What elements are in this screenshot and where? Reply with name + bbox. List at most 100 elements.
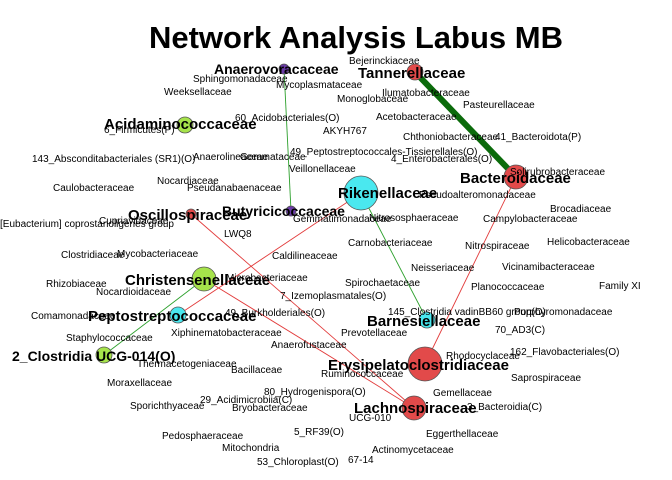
node-label-layer: Anaerovoracaceae Tannerellaceae Acidaminoc… <box>12 61 571 417</box>
taxon-label: 41_Bacteroidota(P) <box>495 132 581 143</box>
node-label-oscillospiraceae: Oscillospiraceae <box>128 207 247 224</box>
node-acidaminococcaceae[interactable] <box>176 116 194 134</box>
taxon-label: Pedosphaeraceae <box>162 431 244 442</box>
taxon-label: 49_Burkholderiales(O) <box>225 308 325 319</box>
taxon-label: Nocardiaceae <box>157 176 219 187</box>
taxon-label: Caldilineaceae <box>272 251 338 262</box>
taxon-label: Ruminococcaceae <box>321 369 404 380</box>
taxon-label: Cupriavidaceae <box>99 216 169 227</box>
taxon-label: Bejerinckiaceae <box>349 56 420 67</box>
node-christensenellaceae[interactable] <box>191 266 217 292</box>
node-label-peptostreptococcaceae: Peptostreptococcaceae <box>88 308 256 325</box>
node-label-lachnospiraceae: Lachnospiraceae <box>354 400 477 417</box>
taxon-label: Neisseriaceae <box>411 263 475 274</box>
taxon-label: Anaerolineaceae <box>193 152 268 163</box>
node-rikenellaceae[interactable] <box>343 175 379 211</box>
node-oscillospiraceae[interactable] <box>185 208 197 220</box>
edge-oscillospiraceae-lachnospiraceae <box>190 213 415 409</box>
edge-christensenellaceae-clostridia_ucg014 <box>103 278 205 356</box>
node-clostridia_ucg014[interactable] <box>95 346 113 364</box>
node-label-butyricicoccaceae: Butyricicoccaceae <box>222 203 345 219</box>
taxon-label: Caulobacteraceae <box>53 183 135 194</box>
taxon-label: Gemmataceae <box>240 152 306 163</box>
node-label-clostridia_ucg014: 2_Clostridia UCG-014(O) <box>12 348 175 364</box>
taxon-label: Chthoniobacteraceae <box>403 132 499 143</box>
taxon-label: Xiphinematobacteraceae <box>171 328 282 339</box>
taxon-label: Gemmatimonadaceae <box>293 214 392 225</box>
taxon-label: Bryobacteraceae <box>232 403 308 414</box>
taxon-label: Bacillaceae <box>231 365 283 376</box>
taxon-label: Spirochaetaceae <box>345 278 420 289</box>
taxon-label: 80_Hydrogenispora(O) <box>264 387 366 398</box>
taxon-label: Comamonadaceae <box>31 311 116 322</box>
taxon-label: 49_Peptostreptococcales-Tissierellales(O… <box>290 147 478 158</box>
taxon-label: Campylobacteraceae <box>483 214 578 225</box>
edge-tannerellaceae-bacteroidaceae <box>412 69 519 180</box>
taxon-label: 67-14 <box>348 455 374 466</box>
taxon-label: Prevotellaceae <box>341 328 408 339</box>
taxon-label: Acetobacteraceae <box>376 112 457 123</box>
edge-anaerovoracaceae-butyricicoccaceae <box>283 68 292 212</box>
taxon-label: Microbacteriaceae <box>226 273 308 284</box>
node-barnesiellaceae[interactable] <box>418 311 436 329</box>
node-label-bacteroidaceae: Bacteroidaceae <box>460 170 571 187</box>
node-erysipelatoclostridiaceae[interactable] <box>407 346 443 382</box>
node-lachnospiraceae[interactable] <box>401 395 427 421</box>
taxon-label: Vicinamibacteraceae <box>502 262 595 273</box>
node-tannerellaceae[interactable] <box>406 63 424 81</box>
taxon-label: Nitrospiraceae <box>465 241 530 252</box>
taxon-label: Ilumatobacteraceae <box>382 88 470 99</box>
taxon-label: Moraxellaceae <box>107 378 172 389</box>
taxon-label: UCG-010 <box>349 413 392 424</box>
taxon-label: Saprospiraceae <box>511 373 581 384</box>
node-label-tannerellaceae: Tannerellaceae <box>358 65 465 82</box>
taxon-label: Porphyromonadaceae <box>514 307 613 318</box>
node-bacteroidaceae[interactable] <box>503 164 529 190</box>
taxon-label: 53_Chloroplast(O) <box>257 457 339 468</box>
edge-rikenellaceae-peptostreptococcaceae <box>177 192 362 316</box>
taxon-label: Pasteurellaceae <box>463 100 535 111</box>
node-butyricicoccaceae[interactable] <box>285 205 297 217</box>
taxon-label: Pseudoalteromonadaceae <box>419 190 536 201</box>
taxon-label: Staphylococcaceae <box>66 333 153 344</box>
node-anaerovoracaceae[interactable] <box>278 63 290 75</box>
taxon-label: Family XI <box>599 281 641 292</box>
taxon-label: 6_Firmicutes(P) <box>104 125 175 136</box>
taxon-label: Veillonellaceae <box>289 164 356 175</box>
taxon-label: LWQ8 <box>224 229 252 240</box>
taxon-label: Anaerofustaceae <box>271 340 347 351</box>
taxon-label: Mycobacteriaceae <box>117 249 199 260</box>
node-label-barnesiellaceae: Barnesiellaceae <box>367 313 480 330</box>
taxon-label: Gemellaceae <box>433 388 492 399</box>
node-label-erysipelatoclostridiaceae: Erysipelatoclostridiaceae <box>328 357 509 374</box>
taxon-label-layer: Bejerinckiaceae SphingomonadaceaeMycoplas… <box>0 56 641 468</box>
taxon-label: Actinomycetaceae <box>372 445 454 456</box>
taxon-label: Rhizobiaceae <box>46 279 107 290</box>
taxon-label: Rhodocyclaceae <box>446 351 520 362</box>
taxon-label: Nocardioidaceae <box>96 287 171 298</box>
taxon-label: Helicobacteraceae <box>547 237 630 248</box>
taxon-label: 162_Flavobacteriales(O) <box>510 347 620 358</box>
taxon-label: Thermacetogeniaceae <box>137 359 237 370</box>
taxon-label: 3_Bacteroidia(C) <box>467 402 542 413</box>
taxon-label: 70_AD3(C) <box>495 325 545 336</box>
taxon-label: 7_Izemoplasmatales(O) <box>280 291 386 302</box>
taxon-label: 4_Enterobacterales(O) <box>391 154 492 165</box>
page-title: Network Analysis Labus MB <box>148 20 563 55</box>
taxon-label: 145_Clostridia vadinBB60 group(O) <box>388 307 546 318</box>
taxon-label: Mitochondria <box>222 443 280 454</box>
node-peptostreptococcaceae[interactable] <box>169 306 187 324</box>
node-label-anaerovoracaceae: Anaerovoracaceae <box>214 61 339 77</box>
node-label-rikenellaceae: Rikenellaceae <box>338 185 437 202</box>
taxon-label: Nitrososphaeraceae <box>369 213 459 224</box>
taxon-label: Monoglobaceae <box>337 94 409 105</box>
node-layer <box>95 63 529 421</box>
taxon-label: Sphingomonadaceae <box>193 74 288 85</box>
taxon-label: Brocadiaceae <box>550 204 612 215</box>
taxon-label: 29_Acidimicrobiia(C) <box>200 395 292 406</box>
node-label-christensenellaceae: Christensenellaceae <box>125 272 270 289</box>
taxon-label: 143_Absconditabacteriales (SR1)(O) <box>32 154 195 165</box>
taxon-label: [Eubacterium] coprostanoligenes group <box>0 219 174 230</box>
